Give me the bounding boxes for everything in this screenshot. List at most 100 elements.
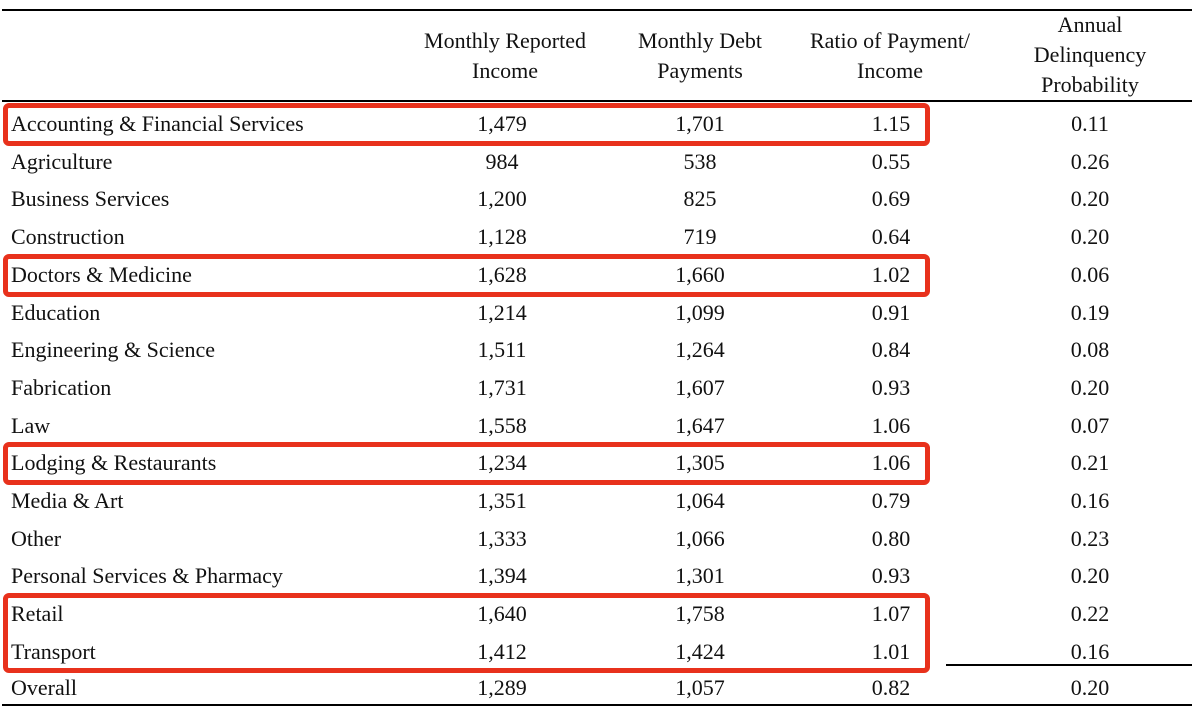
delinquency-cell: 0.07 — [1070, 412, 1110, 438]
table-row: Construction 1,128 719 0.64 0.20 — [0, 218, 1200, 256]
delinquency-cell: 0.20 — [1070, 675, 1110, 700]
debt-cell: 1,301 — [675, 563, 725, 589]
debt-cell: 1,607 — [675, 374, 725, 400]
income-cell: 1,628 — [477, 261, 527, 287]
ratio-cell: 0.91 — [871, 299, 911, 325]
row-label: Personal Services & Pharmacy — [11, 563, 283, 589]
debt-cell: 1,660 — [675, 261, 725, 287]
ratio-cell: 1.02 — [871, 261, 911, 287]
income-cell: 1,333 — [477, 525, 527, 551]
highlight-box-accounting — [3, 103, 930, 146]
row-label: Media & Art — [11, 488, 124, 513]
income-cell: 1,214 — [477, 299, 527, 325]
debt-cell: 1,264 — [675, 337, 725, 363]
table-row: Retail 1,640 1,758 1.07 0.22 — [0, 595, 1200, 633]
delinquency-cell: 0.26 — [1070, 148, 1110, 174]
header-monthly-debt-payments: Monthly Debt Payments — [637, 28, 763, 83]
income-cell: 984 — [485, 148, 519, 174]
row-label: Lodging & Restaurants — [11, 450, 217, 476]
row-label: Law — [11, 412, 51, 438]
table-row: Media & Art 1,351 1,064 0.79 0.16 — [0, 482, 1200, 520]
ratio-cell: 1.06 — [871, 412, 911, 438]
ratio-cell: 0.80 — [871, 525, 911, 551]
income-cell: 1,128 — [477, 224, 527, 250]
debt-cell: 1,305 — [675, 450, 725, 476]
debt-cell: 1,057 — [675, 675, 725, 700]
delinquency-cell: 0.19 — [1070, 299, 1110, 325]
row-label: Retail — [11, 601, 64, 627]
table-row: Doctors & Medicine 1,628 1,660 1.02 0.06 — [0, 256, 1200, 294]
table-row: Accounting & Financial Services 1,479 1,70… — [0, 105, 1200, 143]
header-annual-delinquency-probability: Annual Delinquency Probability — [1033, 12, 1147, 97]
ratio-cell: 0.93 — [871, 374, 911, 400]
highlight-box-retail-transport — [3, 593, 930, 673]
table-row-overall: Overall 1,289 1,057 0.82 0.20 — [0, 669, 1200, 707]
row-label: Fabrication — [11, 374, 112, 400]
delinquency-cell: 0.06 — [1070, 261, 1110, 287]
income-cell: 1,394 — [477, 563, 527, 589]
ratio-cell: 0.64 — [871, 224, 911, 250]
income-cell: 1,558 — [477, 412, 527, 438]
delinquency-cell: 0.20 — [1070, 224, 1110, 250]
ratio-cell: 0.69 — [871, 186, 911, 212]
debt-cell: 1,758 — [675, 601, 725, 627]
table-row: Agriculture 984 538 0.55 0.26 — [0, 143, 1200, 181]
table-row: Personal Services & Pharmacy 1,394 1,301 0.… — [0, 557, 1200, 595]
delinquency-cell: 0.20 — [1070, 374, 1110, 400]
debt-cell: 825 — [683, 186, 717, 212]
debt-cell: 719 — [683, 224, 717, 250]
ratio-cell: 1.06 — [871, 450, 911, 476]
table-row: Transport 1,412 1,424 1.01 0.16 — [0, 633, 1200, 671]
row-label: Transport — [11, 638, 96, 664]
delinquency-cell: 0.16 — [1070, 638, 1110, 664]
row-label: Education — [11, 299, 101, 325]
row-label: Doctors & Medicine — [11, 261, 192, 287]
table-row: Business Services 1,200 825 0.69 0.20 — [0, 180, 1200, 218]
header-rule — [2, 100, 1192, 102]
income-cell: 1,200 — [477, 186, 527, 212]
income-cell: 1,640 — [477, 601, 527, 627]
income-cell: 1,479 — [477, 111, 527, 136]
ratio-cell: 1.15 — [871, 111, 911, 136]
income-cell: 1,412 — [477, 638, 527, 664]
income-cell: 1,234 — [477, 450, 527, 476]
table-row: Engineering & Science 1,511 1,264 0.84 0.08 — [0, 331, 1200, 369]
debt-cell: 538 — [683, 148, 717, 174]
ratio-cell: 0.82 — [871, 675, 911, 700]
delinquency-cell: 0.20 — [1070, 186, 1110, 212]
debt-cell: 1,064 — [675, 488, 725, 513]
bottom-rule — [2, 704, 1192, 706]
ratio-cell: 0.55 — [871, 148, 911, 174]
ratio-cell: 0.84 — [871, 337, 911, 363]
total-rule — [946, 664, 1192, 666]
header-ratio-payment-income: Ratio of Payment/ Income — [809, 28, 971, 83]
table-row: Law 1,558 1,647 1.06 0.07 — [0, 407, 1200, 445]
ratio-cell: 1.01 — [871, 638, 911, 664]
income-cell: 1,351 — [477, 488, 527, 513]
table-row: Other 1,333 1,066 0.80 0.23 — [0, 520, 1200, 558]
row-label: Other — [11, 525, 62, 551]
ratio-cell: 1.07 — [871, 601, 911, 627]
header-monthly-reported-income: Monthly Reported Income — [424, 28, 586, 83]
table-row: Education 1,214 1,099 0.91 0.19 — [0, 294, 1200, 332]
income-cell: 1,511 — [477, 337, 527, 363]
income-cell: 1,289 — [477, 675, 527, 700]
highlight-box-doctors — [3, 254, 930, 297]
table-row: Lodging & Restaurants 1,234 1,305 1.06 0.21 — [0, 444, 1200, 482]
debt-cell: 1,099 — [675, 299, 725, 325]
highlight-box-lodging — [3, 442, 930, 485]
delinquency-cell: 0.21 — [1070, 450, 1110, 476]
row-label: Accounting & Financial Services — [11, 111, 304, 136]
debt-cell: 1,066 — [675, 525, 725, 551]
row-label: Business Services — [11, 186, 170, 212]
debt-cell: 1,424 — [675, 638, 725, 664]
row-label: Overall — [11, 675, 77, 700]
debt-cell: 1,701 — [675, 111, 725, 136]
delinquency-cell: 0.08 — [1070, 337, 1110, 363]
delinquency-cell: 0.23 — [1070, 525, 1110, 551]
ratio-cell: 0.79 — [871, 488, 911, 513]
delinquency-cell: 0.20 — [1070, 563, 1110, 589]
income-cell: 1,731 — [477, 374, 527, 400]
delinquency-cell: 0.22 — [1070, 601, 1110, 627]
debt-cell: 1,647 — [675, 412, 725, 438]
